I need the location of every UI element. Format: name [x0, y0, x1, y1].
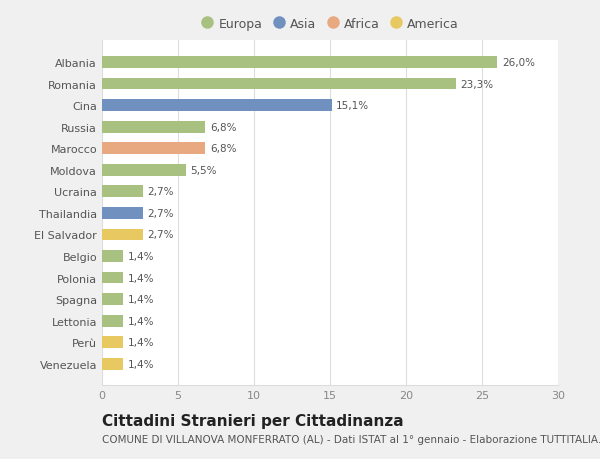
Text: 2,7%: 2,7%	[148, 230, 174, 240]
Text: 1,4%: 1,4%	[128, 316, 154, 326]
Bar	[102, 229, 143, 241]
Bar	[102, 251, 123, 263]
Bar	[102, 294, 123, 305]
Bar	[102, 315, 123, 327]
Text: 2,7%: 2,7%	[148, 187, 174, 197]
Text: 1,4%: 1,4%	[128, 252, 154, 262]
Text: COMUNE DI VILLANOVA MONFERRATO (AL) - Dati ISTAT al 1° gennaio - Elaborazione TU: COMUNE DI VILLANOVA MONFERRATO (AL) - Da…	[102, 434, 600, 444]
Text: 6,8%: 6,8%	[210, 123, 236, 132]
Bar	[102, 143, 205, 155]
Bar	[102, 358, 123, 370]
Text: 5,5%: 5,5%	[190, 165, 217, 175]
Bar	[102, 336, 123, 348]
Text: Cittadini Stranieri per Cittadinanza: Cittadini Stranieri per Cittadinanza	[102, 413, 404, 428]
Bar	[102, 78, 456, 90]
Text: 23,3%: 23,3%	[461, 79, 494, 90]
Text: 15,1%: 15,1%	[336, 101, 369, 111]
Text: 1,4%: 1,4%	[128, 337, 154, 347]
Text: 1,4%: 1,4%	[128, 273, 154, 283]
Text: 1,4%: 1,4%	[128, 359, 154, 369]
Text: 1,4%: 1,4%	[128, 295, 154, 304]
Bar	[102, 122, 205, 133]
Text: 2,7%: 2,7%	[148, 208, 174, 218]
Bar	[102, 186, 143, 198]
Bar	[102, 207, 143, 219]
Bar	[102, 272, 123, 284]
Text: 26,0%: 26,0%	[502, 58, 535, 68]
Bar	[102, 100, 332, 112]
Text: 6,8%: 6,8%	[210, 144, 236, 154]
Bar	[102, 164, 185, 176]
Legend: Europa, Asia, Africa, America: Europa, Asia, Africa, America	[196, 13, 464, 36]
Bar	[102, 57, 497, 69]
